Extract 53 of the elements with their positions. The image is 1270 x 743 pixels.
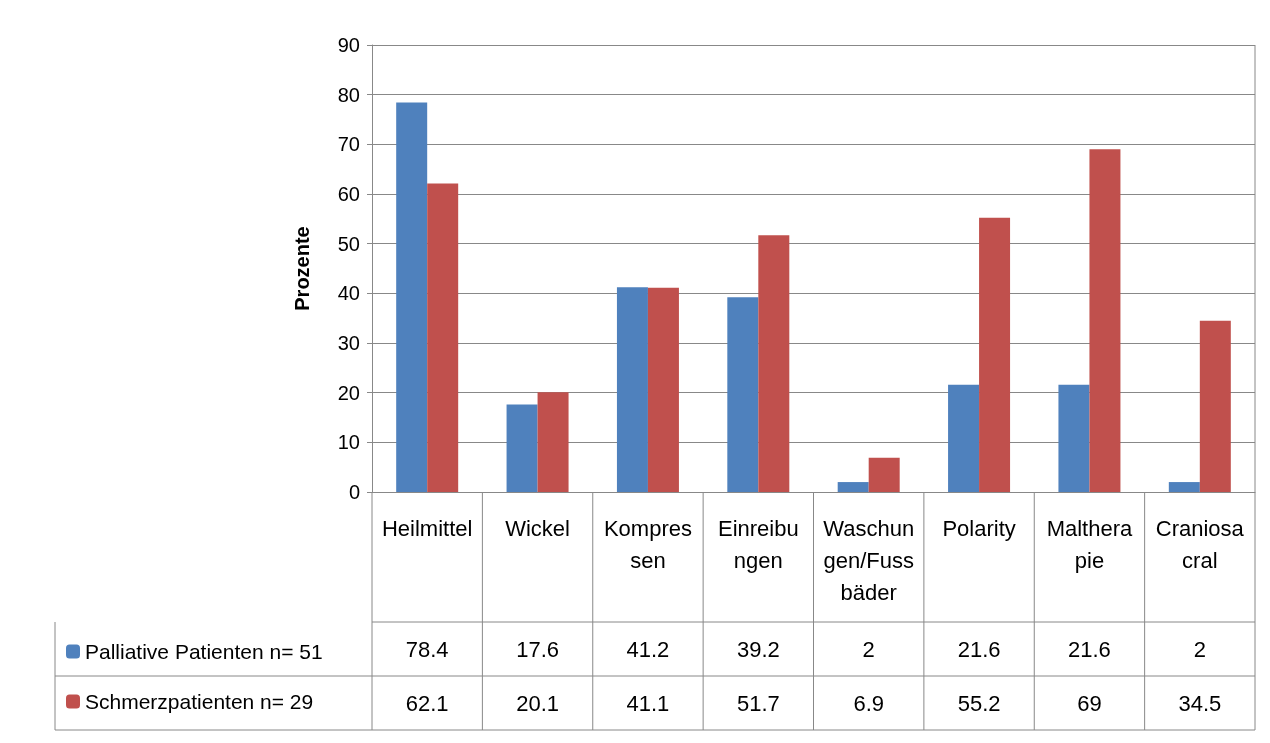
- y-tick-label: 90: [337, 34, 360, 56]
- data-label: 17.6: [516, 636, 559, 662]
- bar: [979, 217, 1011, 492]
- bar: [1089, 149, 1121, 492]
- bar: [506, 404, 538, 492]
- y-tick-label: 30: [337, 332, 360, 354]
- data-label: 51.7: [736, 690, 780, 716]
- y-tick-label: 60: [337, 183, 360, 205]
- bar: [396, 102, 428, 492]
- data-label: 41.2: [626, 636, 670, 662]
- legend-label: Palliative Patienten n= 51: [85, 640, 323, 663]
- y-tick-label: 0: [348, 481, 360, 503]
- x-tick-label: Wickel: [505, 515, 570, 541]
- bar: [837, 482, 869, 492]
- x-tick-label: Einreibungen: [717, 515, 799, 573]
- legend-label: Schmerzpatienten n= 29: [85, 690, 314, 713]
- bar: [1058, 384, 1090, 492]
- x-tick-label: Polarity: [942, 515, 1016, 541]
- data-label: 2: [1193, 636, 1206, 662]
- y-tick-label: 20: [337, 381, 360, 404]
- data-label: 2: [862, 636, 875, 662]
- bar: [537, 392, 569, 492]
- y-tick-label: 50: [337, 232, 360, 255]
- bar: [868, 457, 900, 492]
- data-label: 39.2: [736, 636, 780, 662]
- bar: [616, 287, 648, 492]
- data-label: 78.4: [405, 636, 449, 662]
- bar: [647, 287, 679, 492]
- data-label: 21.6: [1068, 636, 1111, 662]
- data-label: 21.6: [957, 636, 1001, 662]
- data-label: 6.9: [853, 690, 884, 716]
- bar: [1199, 320, 1231, 492]
- data-label: 55.2: [957, 690, 1001, 716]
- bar: [727, 297, 759, 492]
- bar: [1168, 482, 1200, 492]
- x-tick-label: Maltherapie: [1046, 515, 1133, 573]
- bar: [758, 235, 790, 492]
- x-tick-label: Craniosacral: [1155, 515, 1245, 573]
- y-tick-label: 80: [337, 83, 360, 106]
- x-tick-label: Waschungen/Fussbäder: [823, 515, 915, 605]
- y-tick-label: 40: [337, 282, 360, 305]
- data-label: 41.1: [626, 690, 670, 716]
- y-tick-label: 70: [337, 133, 360, 156]
- data-label: 69: [1077, 690, 1102, 716]
- data-label: 20.1: [516, 690, 559, 716]
- bar: [427, 183, 459, 492]
- y-tick-label: 10: [337, 431, 360, 454]
- x-tick-label: Heilmittel: [381, 515, 473, 541]
- x-tick-label: Kompressen: [603, 515, 692, 573]
- y-axis-title: Prozente: [291, 226, 313, 311]
- data-label: 62.1: [405, 690, 449, 716]
- bar: [948, 384, 980, 492]
- data-label: 34.5: [1178, 690, 1222, 716]
